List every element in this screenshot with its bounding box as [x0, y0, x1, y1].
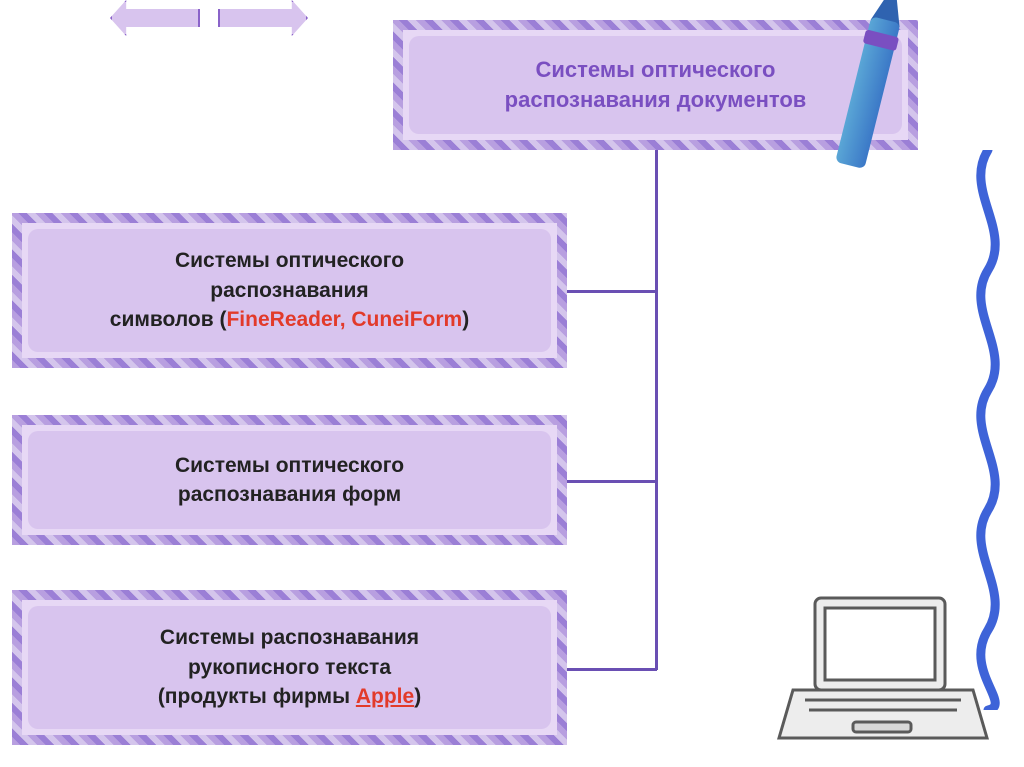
- nav-arrow-right: [218, 0, 308, 36]
- connector-branch-3: [567, 668, 657, 671]
- child1-line3: символов (FineReader, CuneiForm): [110, 305, 469, 334]
- child3-line3-accent: Apple: [356, 685, 414, 708]
- child2-line2: распознавания форм: [178, 480, 401, 509]
- connector-branch-2: [567, 480, 657, 483]
- child3-line3-prefix: (продукты фирмы: [158, 685, 356, 708]
- child1-line1: Системы оптического: [175, 246, 404, 275]
- child3-line2: рукописного текста: [188, 653, 391, 682]
- laptop-icon: [775, 590, 990, 750]
- root-line1: Системы оптического: [536, 55, 776, 85]
- child-node-3: Системы распознавания рукописного текста…: [12, 590, 567, 745]
- nav-arrow-left: [110, 0, 200, 36]
- child3-line3: (продукты фирмы Apple): [158, 682, 421, 711]
- child3-line3-suffix: ): [414, 685, 421, 708]
- child1-line3-suffix: ): [462, 308, 469, 331]
- child1-line2: распознавания: [210, 276, 368, 305]
- child-node-2: Системы оптического распознавания форм: [12, 415, 567, 545]
- child2-line1: Системы оптического: [175, 451, 404, 480]
- child1-line3-prefix: символов (: [110, 308, 227, 331]
- root-line2: распознавания документов: [505, 85, 807, 115]
- child1-line3-accent: FineReader, CuneiForm: [226, 308, 462, 331]
- child-node-1: Системы оптического распознавания символ…: [12, 213, 567, 368]
- child3-line1: Системы распознавания: [160, 623, 419, 652]
- connector-branch-1: [567, 290, 657, 293]
- connector-trunk: [655, 150, 658, 670]
